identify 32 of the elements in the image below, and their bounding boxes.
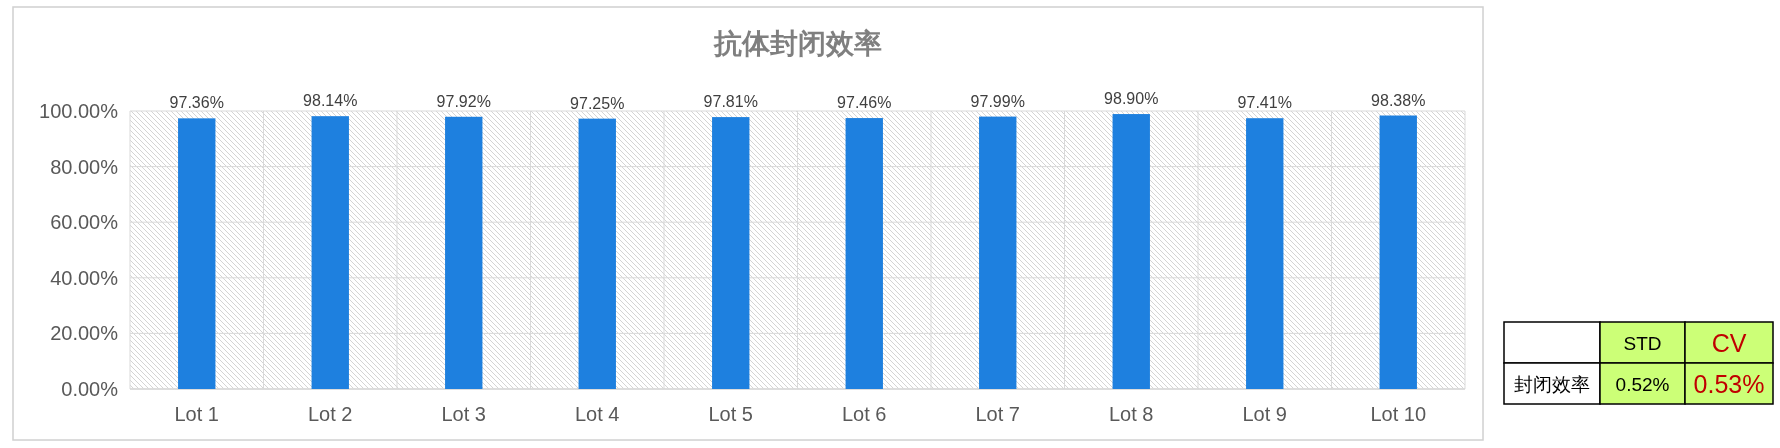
y-tick-label: 0.00% xyxy=(61,378,119,400)
chart-title: 抗体封闭效率 xyxy=(712,28,882,59)
data-label: 97.99% xyxy=(970,92,1025,110)
x-tick-label: Lot 7 xyxy=(975,403,1020,425)
data-label: 98.14% xyxy=(303,92,358,110)
x-tick-label: Lot 3 xyxy=(441,403,486,425)
text: 0.52% xyxy=(1615,373,1670,395)
x-tick-label: Lot 5 xyxy=(708,403,753,425)
data-label: 97.92% xyxy=(436,92,491,110)
x-tick-label: Lot 10 xyxy=(1370,403,1427,425)
data-label: 97.25% xyxy=(570,94,625,112)
text: 封闭效率 xyxy=(1514,373,1590,395)
data-label: 97.41% xyxy=(1237,94,1292,112)
y-tick-label: 60.00% xyxy=(50,211,119,234)
x-tick-label: Lot 8 xyxy=(1109,403,1154,425)
text: 0.53% xyxy=(1693,369,1765,398)
data-label: 98.38% xyxy=(1371,91,1426,109)
x-tick-label: Lot 4 xyxy=(575,403,620,425)
data-label: 97.81% xyxy=(703,93,758,111)
y-tick-label: 80.00% xyxy=(50,155,119,178)
y-tick-label: 100.00% xyxy=(39,100,119,122)
x-tick-label: Lot 1 xyxy=(174,403,219,425)
text: STD xyxy=(1623,332,1662,354)
y-tick-label: 40.00% xyxy=(50,266,119,289)
x-tick-label: Lot 6 xyxy=(842,403,887,425)
y-tick-label: 20.00% xyxy=(50,322,119,345)
text: CV xyxy=(1711,328,1747,357)
data-label: 97.46% xyxy=(837,94,892,112)
x-tick-label: Lot 2 xyxy=(308,403,353,425)
data-label: 98.90% xyxy=(1104,90,1159,108)
data-label: 97.36% xyxy=(169,94,224,112)
x-tick-label: Lot 9 xyxy=(1242,403,1287,425)
